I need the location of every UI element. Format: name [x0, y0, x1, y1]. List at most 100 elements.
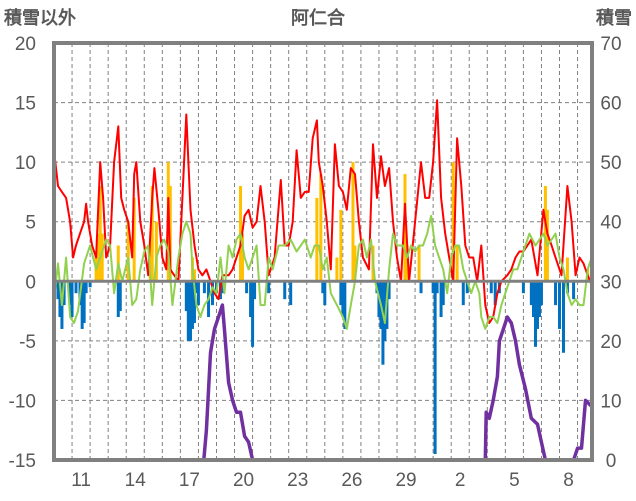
blue-bar	[186, 281, 190, 341]
right-y-tick-label: 0	[606, 451, 617, 472]
blue-bar	[251, 281, 255, 347]
blue-bar	[433, 281, 437, 455]
right-y-tick-label: 10	[600, 391, 621, 412]
blue-bar	[267, 281, 271, 294]
left-y-tick-label: 20	[15, 34, 36, 55]
gridlines	[54, 43, 592, 460]
orange-bar	[132, 197, 136, 282]
left-y-tick-label: 0	[25, 272, 36, 293]
orange-bar	[96, 233, 100, 282]
orange-bar	[154, 221, 158, 282]
blue-bar	[68, 281, 72, 306]
blue-bar	[220, 281, 224, 294]
blue-bar	[537, 281, 541, 318]
blue-bar	[431, 281, 435, 294]
blue-bar	[441, 281, 445, 306]
blue-bar	[202, 281, 206, 294]
orange-bar	[543, 185, 547, 282]
blue-bar	[539, 281, 543, 306]
x-tick-label: 11	[71, 470, 91, 491]
blue-bar	[561, 281, 565, 353]
left-y-tick-label: -15	[9, 451, 36, 472]
orange-bar	[403, 174, 407, 282]
blue-bar	[194, 281, 198, 294]
blue-bar	[341, 281, 345, 318]
blue-bar	[521, 281, 525, 294]
blue-bar	[572, 281, 576, 300]
blue-bar	[116, 281, 120, 318]
blue-bar	[554, 281, 558, 306]
blue-bar	[465, 281, 469, 294]
blue-bar	[211, 281, 215, 306]
bars	[56, 162, 590, 455]
right-y-tick-label: 30	[600, 272, 621, 293]
right-y-tick-label: 40	[600, 213, 621, 234]
x-tick-label: 26	[341, 470, 362, 491]
orange-bar	[417, 245, 421, 282]
orange-bar	[319, 174, 323, 282]
blue-bar	[381, 281, 385, 365]
orange-bar	[315, 197, 319, 282]
x-tick-label: 29	[395, 470, 416, 491]
right-y-tick-label: 60	[600, 94, 621, 115]
blue-bar	[321, 281, 325, 294]
blue-bar	[253, 281, 257, 300]
right-y-tick-label: 70	[600, 34, 621, 55]
blue-bar	[249, 281, 253, 318]
plot-frame	[52, 41, 594, 462]
x-tick-label: 20	[233, 470, 254, 491]
blue-bar	[529, 281, 533, 306]
orange-bar	[405, 245, 409, 282]
blue-bar	[192, 281, 196, 323]
orange-bar	[339, 209, 343, 282]
blue-bar	[88, 281, 92, 288]
left-axis-title: 積雪以外	[3, 7, 76, 29]
blue-bar	[196, 281, 200, 306]
orange-bar	[100, 233, 104, 282]
x-tick-label: 5	[509, 470, 520, 491]
x-tick-label: 2	[455, 470, 466, 491]
orange-bar	[240, 233, 244, 282]
x-tick-label: 8	[563, 470, 574, 491]
blue-bar	[289, 281, 293, 306]
right-axis-title: 積雪	[595, 7, 632, 29]
blue-bar	[343, 281, 347, 329]
orange-bar	[98, 185, 102, 282]
purple-line-snow-depth	[54, 303, 593, 462]
blue-bar	[74, 281, 78, 294]
blue-bar	[84, 281, 88, 294]
orange-bar	[455, 245, 459, 282]
left-y-tick-label: 15	[15, 94, 36, 115]
blue-bar	[387, 281, 391, 300]
blue-bar	[323, 281, 327, 306]
blue-bar	[533, 281, 537, 347]
blue-bar	[56, 281, 60, 300]
x-tick-label: 23	[287, 470, 308, 491]
left-y-tick-label: 5	[25, 213, 36, 234]
blue-bar	[489, 281, 493, 294]
blue-bar	[493, 281, 497, 306]
orange-bar	[565, 257, 569, 282]
left-y-tick-label: -5	[19, 332, 36, 353]
blue-bar	[58, 281, 62, 318]
blue-bar	[82, 281, 86, 323]
blue-bar	[419, 281, 423, 294]
orange-bar	[353, 245, 357, 282]
orange-bar	[351, 162, 355, 282]
blue-bar	[184, 281, 188, 312]
blue-bar	[461, 281, 465, 306]
orange-bar	[451, 162, 455, 282]
green-line	[53, 214, 593, 330]
blue-bar	[245, 281, 249, 294]
blue-bar	[339, 281, 343, 306]
blue-bar	[558, 281, 562, 329]
blue-bar	[118, 281, 122, 312]
right-y-tick-label: 50	[600, 153, 621, 174]
blue-bar	[435, 281, 439, 294]
left-y-tick-label: -10	[9, 391, 36, 412]
blue-bar	[190, 281, 194, 329]
x-tick-label: 14	[125, 470, 147, 491]
blue-bar	[535, 281, 539, 329]
